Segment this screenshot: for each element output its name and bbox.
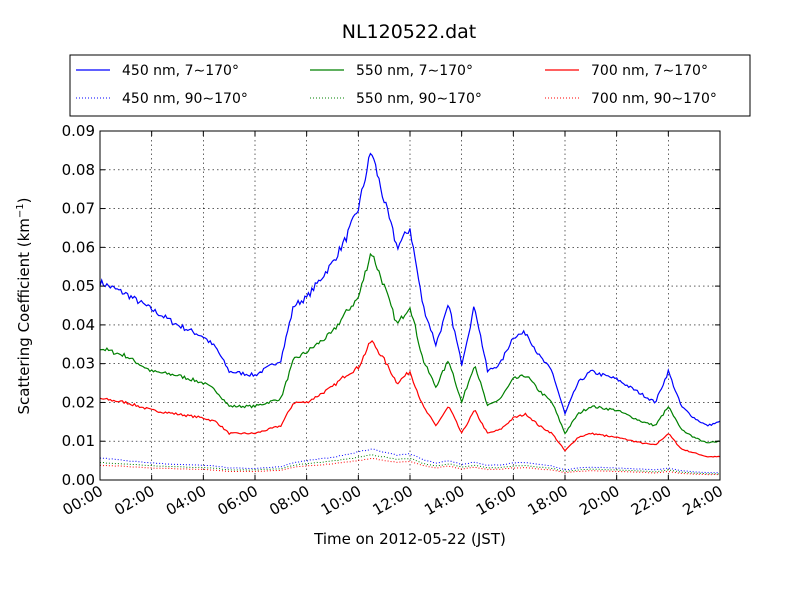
x-axis-label: Time on 2012-05-22 (JST) (313, 530, 506, 548)
legend: 450 nm, 7∼170° 550 nm, 7∼170° 700 nm, 7∼17… (69, 54, 751, 117)
y-tick-label: 0.02 (62, 393, 95, 411)
y-tick-label: 0.05 (62, 277, 95, 295)
legend-label: 700 nm, 90∼170° (591, 91, 717, 107)
y-tick-label: 0.04 (62, 316, 95, 334)
legend-box (69, 54, 751, 117)
series-layer (99, 152, 721, 476)
y-axis-label-main: Scattering Coefficient (km (15, 218, 33, 414)
y-tick-label: 0.09 (62, 122, 95, 140)
y-axis-label: Scattering Coefficient (km−1) (15, 197, 33, 414)
y-tick-label: 0.00 (62, 471, 95, 489)
y-axis-label-sup: −1 (15, 203, 26, 218)
legend-label: 700 nm, 7∼170° (591, 63, 708, 79)
legend-label: 550 nm, 7∼170° (356, 63, 473, 79)
series-line-3 (100, 454, 721, 475)
series-line-2 (99, 252, 721, 444)
chart-title: NL120522.dat (342, 21, 477, 43)
legend-label: 550 nm, 90∼170° (356, 91, 482, 107)
y-tick-label: 0.03 (62, 355, 95, 373)
series-line-4 (99, 340, 721, 458)
series-line-0 (99, 152, 721, 427)
y-tick-label: 0.06 (62, 238, 95, 256)
y-tick-label: 0.07 (62, 200, 95, 218)
legend-label: 450 nm, 90∼170° (122, 91, 248, 107)
y-tick-label: 0.08 (62, 161, 95, 179)
legend-label: 450 nm, 7∼170° (122, 63, 239, 79)
y-tick-label: 0.01 (62, 432, 95, 450)
y-axis-label-end: ) (15, 197, 33, 203)
